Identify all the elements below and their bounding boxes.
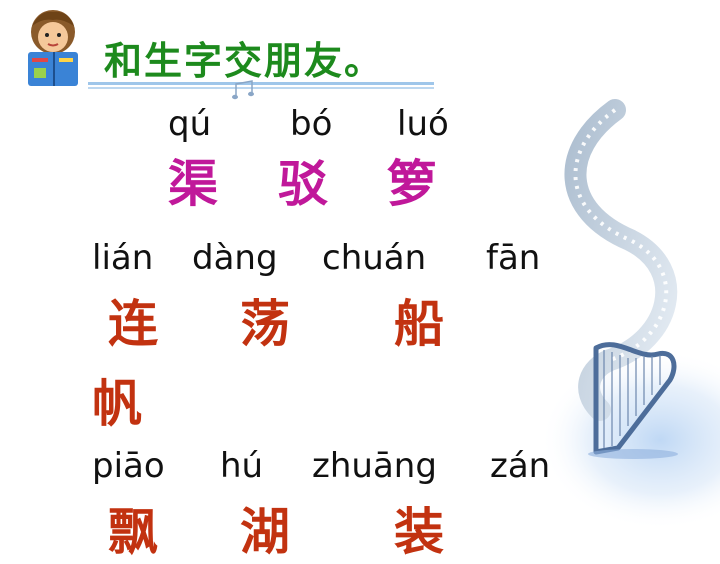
char-lian: 连 — [108, 295, 158, 353]
child-reading-book-icon — [28, 10, 78, 86]
pinyin-lian: lián — [92, 238, 154, 278]
char-bo: 驳 — [278, 155, 328, 213]
pinyin-hu: hú — [220, 446, 264, 486]
char-hu: 湖 — [240, 503, 290, 561]
char-luo: 箩 — [387, 155, 437, 213]
pinyin-zan: zán — [490, 446, 551, 486]
pinyin-dang: dàng — [192, 238, 278, 278]
char-piao: 飘 — [108, 503, 158, 561]
pinyin-qu: qú — [168, 104, 212, 144]
pinyin-piao: piāo — [92, 446, 165, 486]
music-notes-icon — [232, 80, 254, 100]
pinyin-fan: fān — [486, 238, 541, 278]
harp-icon — [588, 342, 678, 459]
char-chuan: 船 — [394, 295, 444, 353]
char-zhuang: 装 — [394, 503, 444, 561]
pinyin-zhuang: zhuāng — [312, 446, 437, 486]
char-fan: 帆 — [92, 375, 142, 433]
pinyin-luo: luó — [397, 104, 449, 144]
page-title: 和生字交朋友。 — [104, 39, 385, 83]
char-qu: 渠 — [168, 155, 218, 213]
char-dang: 荡 — [240, 295, 290, 353]
title-underline — [88, 82, 434, 89]
pinyin-bo: bó — [290, 104, 333, 144]
pinyin-chuan: chuán — [322, 238, 427, 278]
